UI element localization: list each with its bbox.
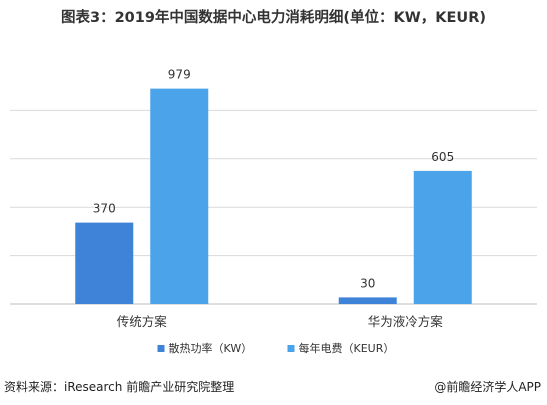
- data-label: 979: [168, 68, 191, 82]
- legend-label: 每年电费（KEUR）: [299, 341, 395, 355]
- bars: [75, 88, 472, 305]
- source-note: 资料来源：iResearch 前瞻产业研究院整理: [4, 380, 235, 394]
- data-label: 370: [93, 202, 116, 216]
- legend-label: 散热功率（KW）: [169, 341, 253, 355]
- bar-heat-power-0: [75, 222, 134, 304]
- legend: 散热功率（KW） 每年电费（KEUR）: [157, 341, 395, 355]
- x-tick-label: 华为液冷方案: [368, 314, 444, 329]
- x-tick-label: 传统方案: [117, 314, 168, 329]
- chart-title: 图表3：2019年中国数据中心电力消耗明细(单位：KW，KEUR): [60, 10, 486, 26]
- x-tick-labels: 传统方案 华为液冷方案: [117, 314, 444, 329]
- data-labels: 370 979 30 605: [93, 68, 454, 291]
- bar-annual-cost-0: [150, 88, 209, 305]
- bar-annual-cost-1: [413, 170, 472, 304]
- data-label: 605: [431, 150, 454, 164]
- brand-credit: @前瞻经济学人APP: [434, 380, 541, 394]
- legend-swatch: [157, 345, 165, 352]
- data-label: 30: [360, 276, 375, 290]
- bar-heat-power-1: [338, 297, 397, 304]
- legend-swatch: [287, 345, 295, 352]
- bar-chart: 370 979 30 605 传统方案 华为液冷方案 散热功率（KW） 每年电费（KEUR…: [10, 68, 537, 355]
